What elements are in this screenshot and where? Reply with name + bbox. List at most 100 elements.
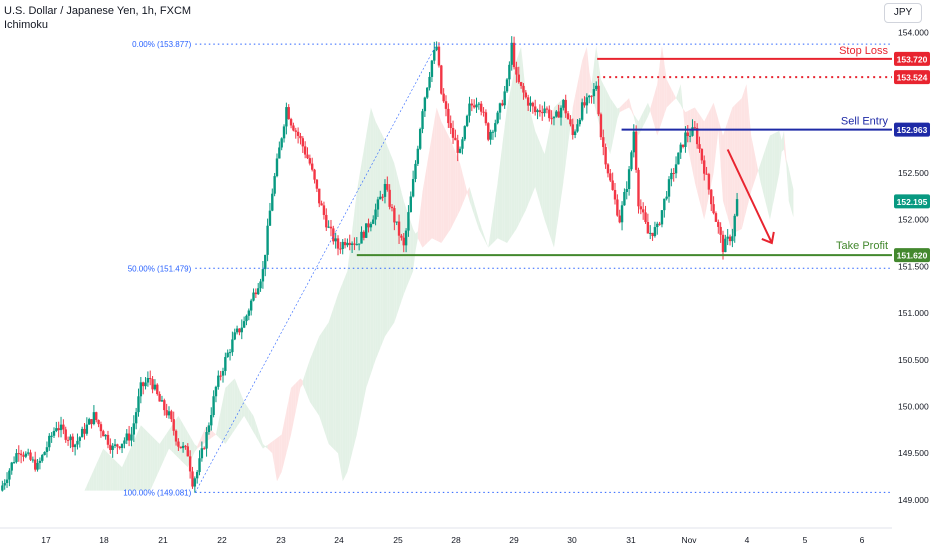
- candle-body: [688, 135, 692, 137]
- candle-body: [421, 111, 424, 130]
- candle-body: [123, 440, 126, 444]
- candle-body: [613, 189, 617, 200]
- candle-body: [184, 445, 187, 447]
- cloud-segment: [284, 411, 287, 463]
- cloud-segment: [213, 432, 216, 437]
- cloud-segment: [244, 401, 247, 420]
- cloud-segment: [586, 46, 590, 101]
- candle-body: [580, 102, 584, 120]
- candle-body: [116, 444, 119, 447]
- candle-body: [717, 221, 720, 227]
- cloud-segment: [96, 459, 99, 491]
- annotation-overlay: 0.00% (153.877) 50.00% (151.479) 100.00% (…: [123, 40, 892, 497]
- candle-body: [181, 445, 185, 449]
- candle-body: [681, 144, 685, 147]
- cloud-segment: [438, 114, 442, 243]
- candle-body: [130, 434, 133, 441]
- cloud-segment: [107, 453, 111, 491]
- cloud-segment: [485, 240, 489, 248]
- candle-body: [700, 148, 704, 161]
- down-arrow-head: [761, 231, 775, 245]
- cloud-segment: [657, 64, 660, 136]
- cloud-segment: [535, 130, 538, 196]
- candle-body: [644, 212, 647, 223]
- cloud-segment: [631, 107, 634, 117]
- candle-body: [402, 237, 405, 246]
- cloud-segment: [549, 119, 552, 241]
- candle-body: [606, 164, 610, 174]
- cloud-segment: [645, 102, 648, 122]
- candle-body: [592, 89, 596, 97]
- candle-body: [386, 183, 389, 190]
- candle-body: [416, 148, 420, 164]
- price-axis-bg: [892, 0, 932, 550]
- cloud-segment: [396, 172, 400, 316]
- cloud-segment: [93, 464, 97, 491]
- time-axis: 17 18 21 22 23 24 25 28 29 30 31 Nov 4 5 6: [0, 527, 892, 545]
- cloud-segment: [488, 231, 491, 248]
- candle-body: [266, 225, 269, 255]
- candle-body: [695, 128, 699, 145]
- candle-body: [576, 124, 579, 132]
- candle-body: [271, 193, 274, 211]
- candle-body: [113, 444, 117, 446]
- candle-body: [10, 462, 13, 471]
- candle-body: [703, 160, 706, 174]
- candle-body: [369, 223, 373, 228]
- cloud-segment: [192, 440, 195, 457]
- sell-entry-tag: [894, 122, 930, 137]
- candle-body: [595, 85, 598, 90]
- cloud-segment: [786, 158, 789, 201]
- cloud-segment: [347, 251, 350, 472]
- candle-body: [156, 384, 159, 395]
- candle-body: [217, 375, 220, 387]
- candle-body: [587, 95, 591, 98]
- candle-body: [437, 46, 441, 66]
- down-arrow-shaft: [726, 149, 773, 244]
- cloud-segment: [739, 98, 742, 231]
- cloud-segment: [694, 107, 698, 192]
- cloud-segment: [124, 456, 127, 491]
- cloud-segment: [481, 226, 484, 239]
- cloud-segment: [551, 107, 554, 248]
- candle-body: [444, 101, 448, 109]
- cloud-segment: [326, 322, 329, 444]
- candle-body: [167, 411, 171, 416]
- candle-body: [261, 269, 265, 282]
- candle-body: [45, 447, 49, 453]
- currency-button[interactable]: JPY: [884, 3, 922, 23]
- candle-body: [609, 173, 612, 181]
- cloud-segment: [410, 221, 414, 277]
- cloud-segment: [98, 453, 101, 491]
- candle-body: [343, 241, 347, 246]
- cloud-segment: [760, 156, 763, 192]
- sell-entry-label: Sell Entry: [841, 116, 889, 128]
- cloud-segment: [765, 142, 768, 211]
- cloud-segment: [530, 112, 533, 199]
- candle-body: [226, 352, 229, 358]
- candle-body: [531, 102, 535, 107]
- candle-body: [362, 231, 366, 238]
- cloud-segment: [748, 109, 752, 201]
- candle-body: [454, 137, 457, 141]
- candle-body: [102, 431, 105, 437]
- cloud-segment: [629, 98, 632, 111]
- cloud-segment: [420, 191, 423, 248]
- cloud-segment: [727, 114, 731, 226]
- cloud-segment: [272, 439, 275, 468]
- candle-body: [62, 424, 65, 430]
- candle-body: [489, 131, 492, 140]
- candle-body: [707, 174, 711, 190]
- candle-body: [311, 163, 314, 170]
- candle-body: [221, 371, 225, 376]
- candle-body: [564, 99, 567, 114]
- cloud-segment: [359, 163, 362, 423]
- cloud-segment: [659, 45, 662, 129]
- cloud-segment: [319, 332, 322, 423]
- candle-body: [134, 412, 138, 424]
- candle-body: [458, 148, 462, 153]
- candle-body: [663, 198, 666, 211]
- cloud-segment: [446, 130, 449, 236]
- candle-body: [510, 42, 513, 65]
